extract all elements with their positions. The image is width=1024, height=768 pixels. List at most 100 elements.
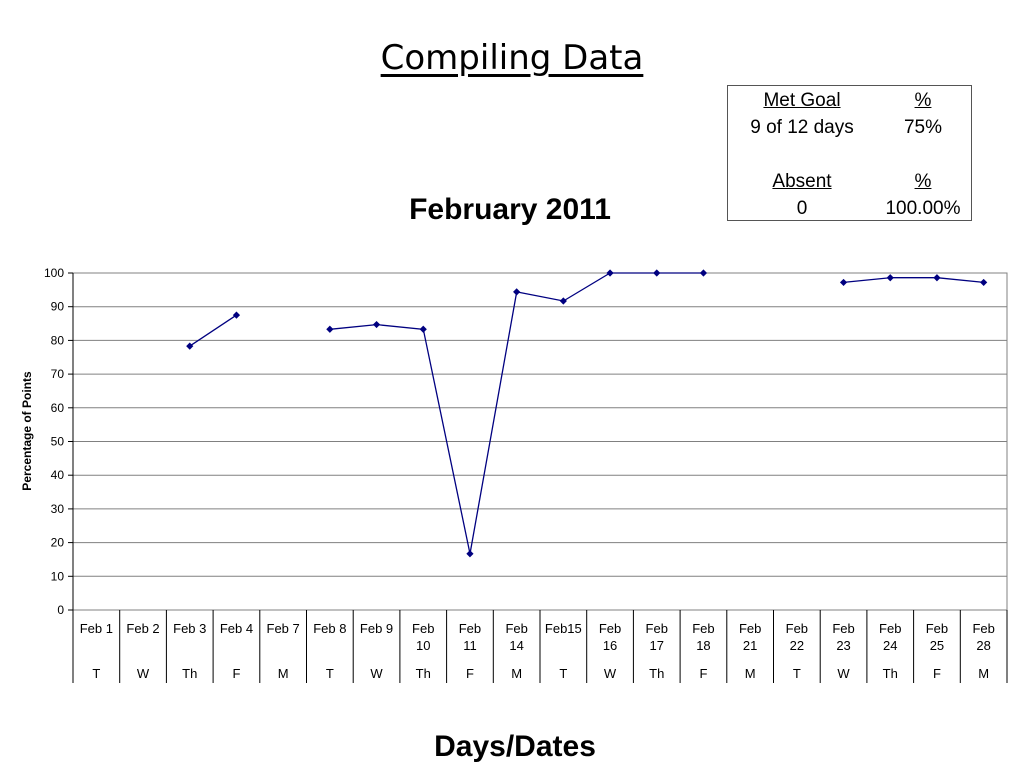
x-day-label: F bbox=[232, 666, 240, 681]
data-point bbox=[186, 342, 194, 350]
y-tick-label: 40 bbox=[51, 468, 65, 482]
absent-pct-label: % bbox=[914, 171, 932, 192]
x-date-label: Feb bbox=[505, 621, 527, 636]
x-date-label: 11 bbox=[463, 638, 477, 653]
x-date-label: Feb15 bbox=[545, 621, 582, 636]
x-day-label: F bbox=[933, 666, 941, 681]
x-date-label: Feb bbox=[646, 621, 668, 636]
x-day-label: M bbox=[745, 666, 756, 681]
x-date-label: 21 bbox=[743, 638, 757, 653]
met-goal-label: Met Goal bbox=[763, 90, 841, 111]
data-point bbox=[419, 325, 427, 333]
data-point bbox=[839, 278, 848, 287]
x-date-label: Feb bbox=[879, 621, 901, 636]
y-tick-label: 80 bbox=[51, 333, 65, 347]
met-goal-value: 9 of 12 days bbox=[750, 117, 854, 138]
x-date-label: 14 bbox=[509, 638, 523, 653]
x-date-label: Feb bbox=[412, 621, 434, 636]
data-point bbox=[466, 550, 474, 558]
data-point bbox=[372, 320, 381, 329]
x-day-label: T bbox=[559, 666, 567, 681]
data-point bbox=[513, 288, 521, 296]
x-day-label: Th bbox=[416, 666, 431, 681]
x-date-label: Feb bbox=[926, 621, 948, 636]
data-point bbox=[232, 311, 241, 319]
x-date-label: Feb bbox=[972, 621, 994, 636]
x-axis-title: Days/Dates bbox=[434, 730, 596, 763]
x-day-label: Th bbox=[649, 666, 664, 681]
x-date-label: 22 bbox=[790, 638, 804, 653]
summary-table: Met Goal % 9 of 12 days 75% Absent % 0 1… bbox=[727, 85, 972, 221]
slide-title: Compiling Data bbox=[380, 38, 644, 78]
x-date-label: Feb bbox=[459, 621, 481, 636]
data-point bbox=[980, 278, 988, 287]
y-tick-label: 90 bbox=[51, 300, 65, 314]
x-date-label: Feb 8 bbox=[313, 621, 346, 636]
series-line-segment bbox=[329, 272, 704, 554]
x-date-label: 16 bbox=[603, 638, 617, 653]
absent-label: Absent bbox=[772, 171, 832, 192]
data-point bbox=[886, 274, 894, 282]
x-date-label: Feb 2 bbox=[126, 621, 159, 636]
x-date-label: 10 bbox=[416, 638, 430, 653]
absent-pct: 100.00% bbox=[885, 198, 961, 219]
y-tick-label: 30 bbox=[51, 502, 65, 516]
x-day-label: M bbox=[278, 666, 289, 681]
x-day-label: W bbox=[604, 666, 617, 681]
x-day-label: W bbox=[137, 666, 150, 681]
series-line bbox=[189, 272, 984, 554]
data-point bbox=[699, 269, 708, 277]
x-date-label: Feb 3 bbox=[173, 621, 206, 636]
y-tick-label: 50 bbox=[51, 435, 65, 449]
x-day-label: W bbox=[837, 666, 850, 681]
met-goal-pct-label: % bbox=[914, 90, 932, 111]
x-date-label: 24 bbox=[883, 638, 897, 653]
y-tick-label: 60 bbox=[51, 401, 65, 415]
x-day-label: Th bbox=[182, 666, 197, 681]
x-date-label: 17 bbox=[650, 638, 664, 653]
y-tick-label: 20 bbox=[51, 536, 65, 550]
x-date-label: Feb 7 bbox=[267, 621, 300, 636]
x-date-label: Feb bbox=[739, 621, 761, 636]
x-day-label: M bbox=[511, 666, 522, 681]
x-date-label: Feb bbox=[786, 621, 808, 636]
data-point bbox=[933, 274, 941, 282]
x-day-label: F bbox=[699, 666, 707, 681]
x-date-label: Feb 1 bbox=[80, 621, 113, 636]
x-date-label: 23 bbox=[836, 638, 850, 653]
y-axis-label: Percentage of Points bbox=[20, 371, 34, 491]
chart-title: February 2011 bbox=[409, 193, 611, 226]
x-axis-categories: Feb 1 T Feb 2 W Feb 3 Th Feb 4 F Feb 7 M Feb 8 T Feb… bbox=[72, 610, 1008, 683]
data-point bbox=[559, 297, 567, 305]
y-tick-label: 0 bbox=[57, 603, 64, 617]
x-date-label: Feb 4 bbox=[220, 621, 253, 636]
x-day-label: M bbox=[978, 666, 989, 681]
data-point bbox=[326, 325, 334, 333]
x-date-label: 25 bbox=[930, 638, 944, 653]
series-points bbox=[186, 269, 988, 558]
x-date-label: Feb 9 bbox=[360, 621, 393, 636]
y-axis-ticks: 0 10 20 30 40 50 60 70 80 90 100 bbox=[44, 266, 73, 617]
x-date-label: Feb bbox=[832, 621, 854, 636]
x-day-label: T bbox=[326, 666, 334, 681]
x-day-label: W bbox=[370, 666, 383, 681]
data-point bbox=[653, 269, 661, 277]
y-tick-label: 70 bbox=[51, 367, 65, 381]
x-day-label: T bbox=[92, 666, 100, 681]
x-day-label: T bbox=[793, 666, 801, 681]
met-goal-pct: 75% bbox=[903, 117, 943, 138]
absent-value: 0 bbox=[796, 198, 808, 219]
x-date-label: Feb bbox=[599, 621, 621, 636]
y-tick-label: 100 bbox=[44, 266, 64, 280]
y-tick-label: 10 bbox=[51, 569, 65, 583]
x-date-label: Feb bbox=[692, 621, 714, 636]
series-line-segment bbox=[843, 277, 984, 284]
data-point bbox=[606, 269, 614, 277]
x-date-label: 28 bbox=[976, 638, 990, 653]
x-date-label: 18 bbox=[696, 638, 710, 653]
x-day-label: Th bbox=[883, 666, 898, 681]
series-line-segment bbox=[189, 314, 237, 347]
gridlines bbox=[72, 272, 1008, 611]
x-day-label: F bbox=[466, 666, 474, 681]
